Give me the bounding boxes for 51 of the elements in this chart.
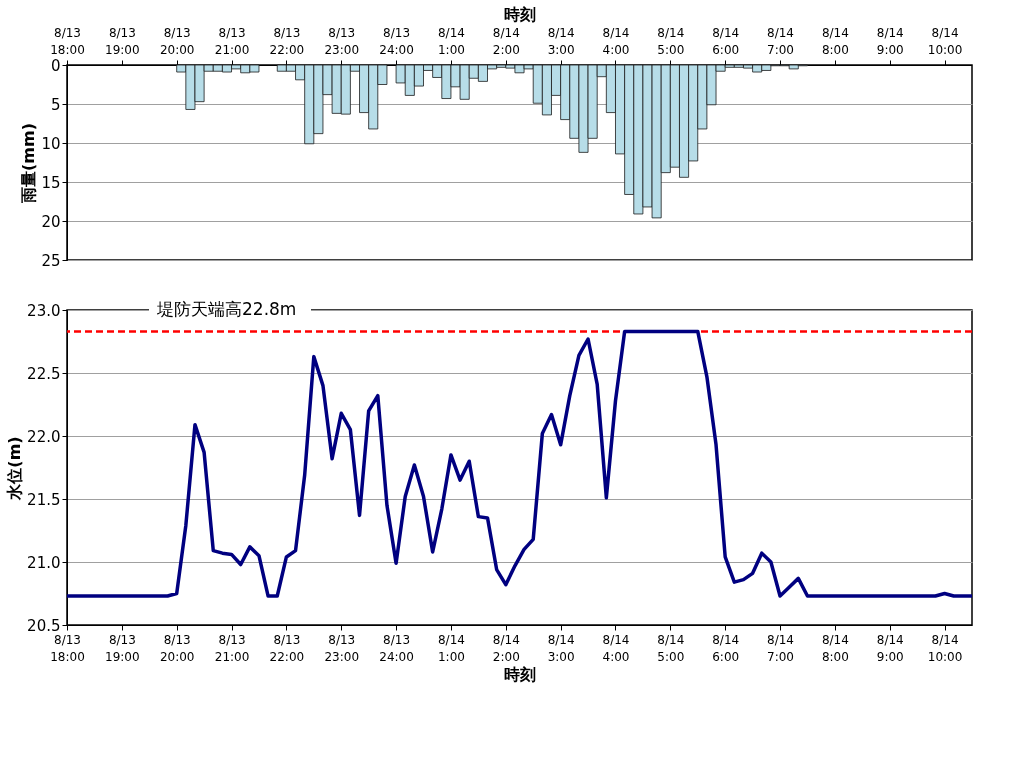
x-tick-label: 8/13 20:00 bbox=[159, 25, 195, 57]
x-tick-label: 8/13 24:00 bbox=[379, 632, 414, 664]
ref-line-label: 堤防天端高22.8m bbox=[156, 299, 297, 319]
y-axis-title: 雨量(mm) bbox=[19, 123, 39, 204]
x-tick-label: 8/14 6:00 bbox=[712, 632, 740, 664]
x-tick-label: 8/14 10:00 bbox=[927, 632, 963, 664]
x-tick-label: 8/13 20:00 bbox=[159, 632, 195, 664]
y-tick-label: 15 bbox=[41, 173, 61, 192]
x-tick-label: 8/14 8:00 bbox=[821, 632, 849, 664]
x-tick-label: 8/14 4:00 bbox=[602, 25, 630, 57]
y-tick-label: 0 bbox=[50, 56, 61, 75]
x-tick-label: 8/14 4:00 bbox=[602, 632, 630, 664]
x-tick-label: 8/13 19:00 bbox=[105, 632, 140, 664]
x-tick-label: 8/13 18:00 bbox=[50, 632, 85, 664]
y-tick-label: 20.5 bbox=[27, 616, 61, 635]
x-tick-label: 8/13 23:00 bbox=[324, 632, 360, 664]
y-tick-label: 5 bbox=[50, 95, 61, 114]
x-tick-label: 8/14 10:00 bbox=[927, 25, 963, 57]
x-axis-title: 時刻 bbox=[504, 4, 536, 24]
x-tick-label: 8/14 9:00 bbox=[876, 632, 904, 664]
x-tick-label: 8/14 7:00 bbox=[767, 632, 795, 664]
y-tick-label: 20 bbox=[41, 212, 61, 231]
x-tick-label: 8/13 19:00 bbox=[105, 25, 140, 57]
x-tick-label: 8/13 21:00 bbox=[214, 25, 250, 57]
y-tick-label: 25 bbox=[41, 251, 61, 270]
y-tick-label: 21.0 bbox=[27, 553, 61, 572]
y-tick-label: 21.5 bbox=[27, 490, 61, 509]
x-tick-label: 8/14 1:00 bbox=[437, 25, 465, 57]
y-tick-label: 10 bbox=[41, 134, 61, 153]
y-tick-label: 22.5 bbox=[27, 364, 61, 383]
x-tick-label: 8/14 3:00 bbox=[547, 25, 575, 57]
x-tick-label: 8/14 6:00 bbox=[712, 25, 740, 57]
x-tick-label: 8/14 5:00 bbox=[657, 632, 685, 664]
x-tick-label: 8/14 8:00 bbox=[821, 25, 849, 57]
y-tick-label: 22.0 bbox=[27, 427, 61, 446]
x-tick-label: 8/14 7:00 bbox=[767, 25, 795, 57]
x-tick-label: 8/13 22:00 bbox=[269, 25, 305, 57]
x-tick-label: 8/14 5:00 bbox=[657, 25, 685, 57]
x-tick-label: 8/13 24:00 bbox=[379, 25, 414, 57]
x-tick-label: 8/14 3:00 bbox=[547, 632, 575, 664]
x-tick-label: 8/13 23:00 bbox=[324, 25, 360, 57]
y-tick-label: 23.0 bbox=[27, 301, 61, 320]
x-axis-title: 時刻 bbox=[504, 664, 536, 684]
x-tick-label: 8/13 18:00 bbox=[50, 25, 85, 57]
x-tick-label: 8/13 21:00 bbox=[214, 632, 250, 664]
x-tick-label: 8/13 22:00 bbox=[269, 632, 305, 664]
y-axis-title: 水位(m) bbox=[5, 436, 25, 501]
x-tick-label: 8/14 9:00 bbox=[876, 25, 904, 57]
x-tick-label: 8/14 1:00 bbox=[437, 632, 465, 664]
x-tick-label: 8/14 2:00 bbox=[492, 632, 520, 664]
x-tick-label: 8/14 2:00 bbox=[492, 25, 520, 57]
